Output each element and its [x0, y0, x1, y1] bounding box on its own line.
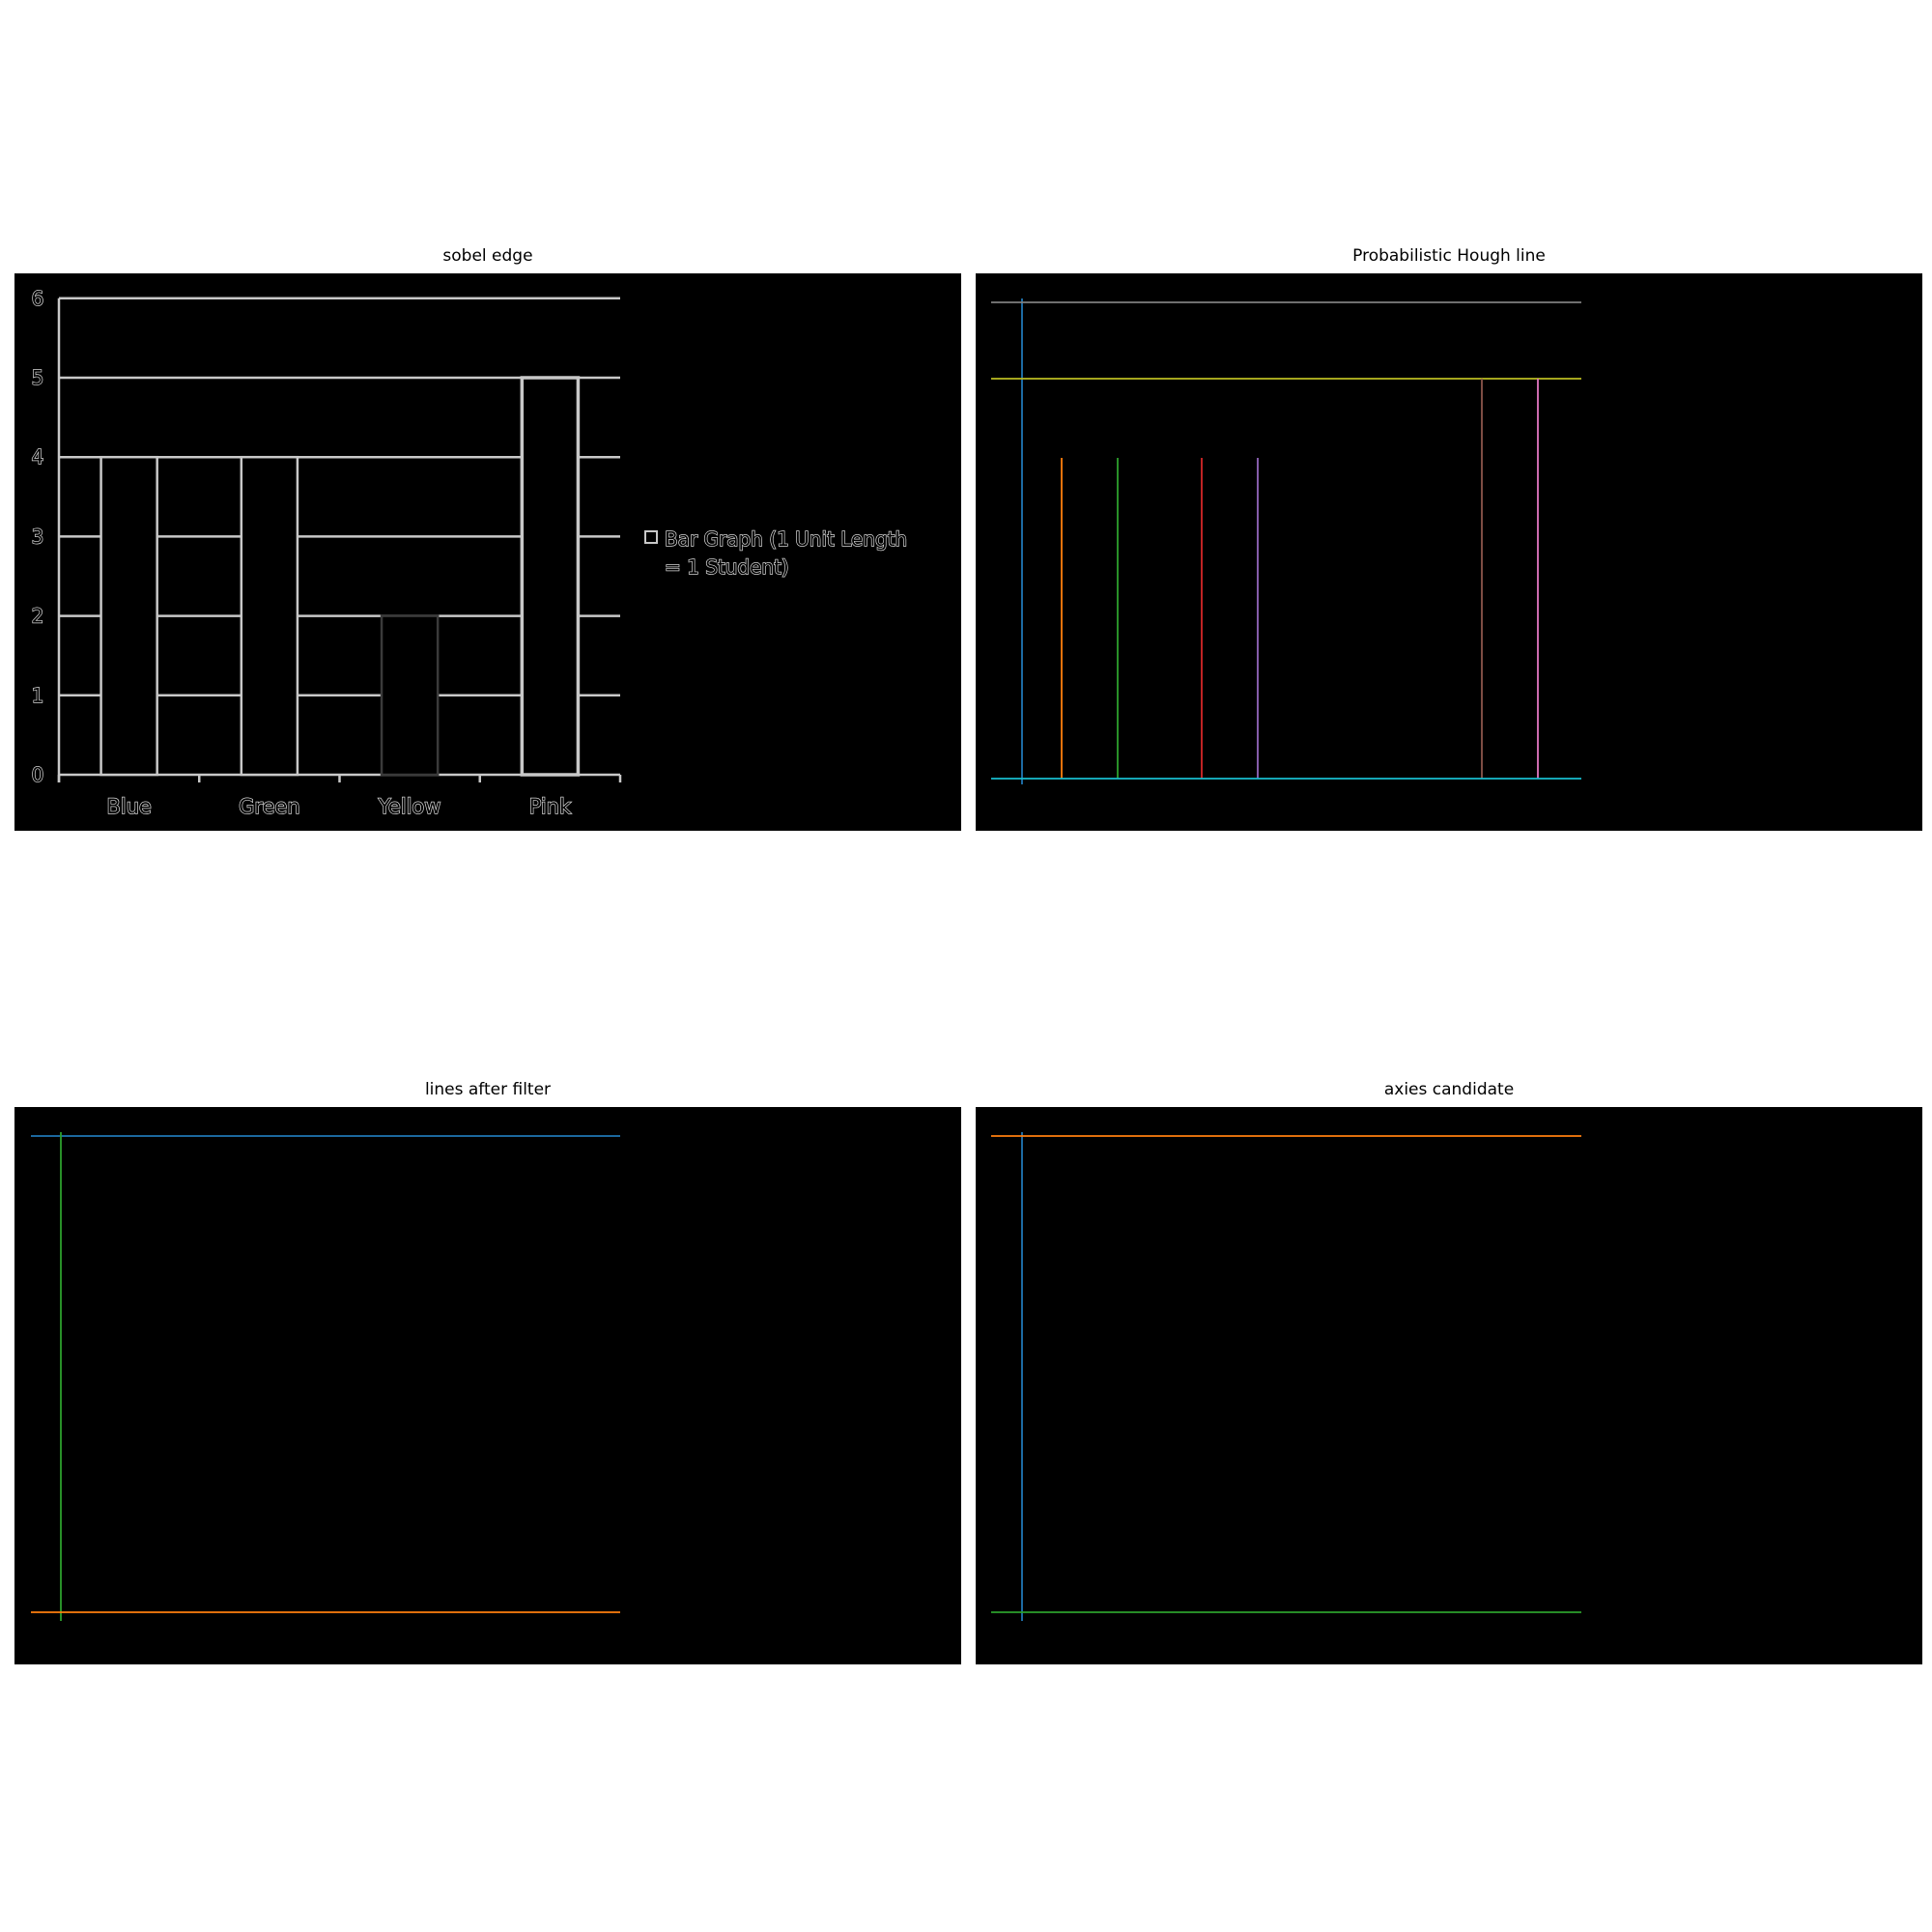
y-tick-label: 1	[32, 684, 44, 707]
bar	[240, 455, 299, 777]
filtered-lines-plot	[31, 1132, 620, 1621]
bar	[520, 376, 581, 777]
x-tick-label: Yellow	[378, 795, 441, 818]
hough-lines-plot	[991, 298, 1581, 784]
axes-canvas	[976, 1107, 1922, 1664]
sobel-edge-chart: 0 1 2 3 4 5 6 Blue Green Yellow Pink Bar Graph (1 U…	[31, 286, 908, 819]
y-tick-label: 2	[32, 605, 44, 628]
legend-label-line2: = 1 Student)	[665, 555, 789, 579]
sobel-canvas: 0 1 2 3 4 5 6 Blue Green Yellow Pink Bar Graph (1 U…	[14, 273, 961, 831]
y-tick-label: 4	[32, 445, 44, 469]
hough-canvas	[976, 273, 1922, 831]
legend-swatch	[644, 530, 658, 544]
panel-title: axies candidate	[1383, 1080, 1515, 1099]
x-tick-label: Blue	[106, 795, 151, 818]
y-tick-label: 6	[32, 287, 44, 310]
axes-candidate-plot	[991, 1132, 1581, 1621]
filter-canvas	[14, 1107, 961, 1664]
x-tick-label: Pink	[529, 795, 572, 818]
bar	[380, 614, 440, 777]
panel-title: lines after filter	[424, 1080, 552, 1099]
y-tick-label: 0	[32, 763, 44, 786]
y-tick-label: 5	[32, 366, 44, 389]
panel-title: Probabilistic Hough line	[1352, 246, 1546, 266]
bar	[99, 455, 158, 777]
legend-label-line1: Bar Graph (1 Unit Length	[665, 527, 907, 551]
y-tick-label: 3	[32, 525, 44, 548]
x-tick-label: Green	[239, 795, 300, 818]
panel-title: sobel edge	[442, 246, 533, 266]
